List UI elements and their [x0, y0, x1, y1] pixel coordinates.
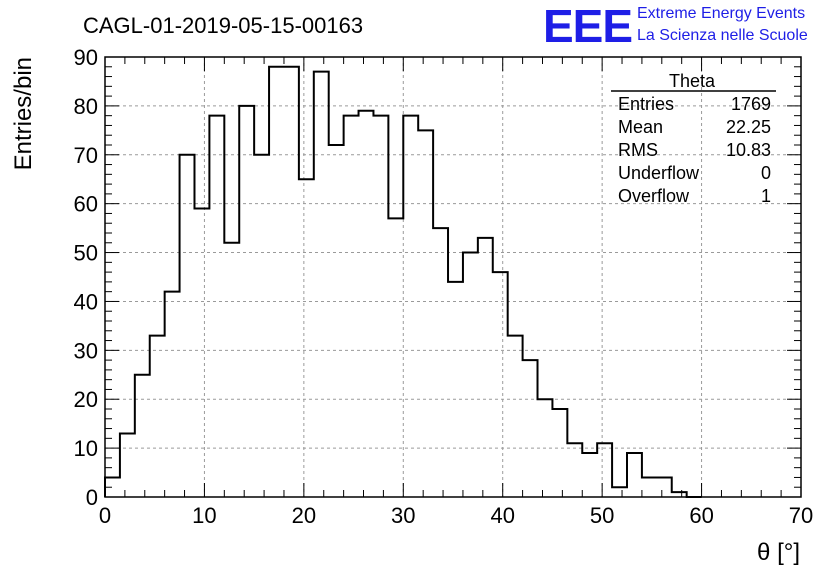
y-tick-label: 60	[74, 192, 98, 217]
x-axis-title: θ [°]	[757, 539, 800, 566]
stats-label-underflow: Underflow	[618, 163, 700, 183]
plot-frame	[104, 56, 802, 498]
stats-rows: Entries 1769 Mean 22.25 RMS 10.83 Underflow 0 Ov…	[618, 94, 771, 206]
y-tick-label: 50	[74, 241, 98, 266]
y-axis-title: Entries/bin	[10, 57, 37, 170]
logo-line-1: Extreme Energy Events	[637, 5, 805, 22]
stats-box: Theta Entries 1769 Mean 22.25 RMS 10.83 Underf…	[611, 71, 776, 206]
stats-label-mean: Mean	[618, 117, 663, 137]
y-tick-label: 80	[74, 94, 98, 119]
stats-label-overflow: Overflow	[618, 186, 690, 206]
stats-value-underflow: 0	[761, 163, 771, 183]
stats-box-name: Theta	[669, 71, 716, 91]
logo-mark: EEE	[543, 0, 632, 52]
y-tick-label: 70	[74, 143, 98, 168]
x-tick-label: 40	[490, 503, 514, 528]
x-tick-label: 60	[689, 503, 713, 528]
x-tick-label: 20	[292, 503, 316, 528]
stats-label-entries: Entries	[618, 94, 674, 114]
stats-value-overflow: 1	[761, 186, 771, 206]
stats-value-entries: 1769	[731, 94, 771, 114]
y-tick-label: 10	[74, 436, 98, 461]
stats-value-rms: 10.83	[726, 140, 771, 160]
logo-line-2: La Scienza nelle Scuole	[637, 27, 808, 44]
y-tick-label: 90	[74, 45, 98, 70]
stats-value-mean: 22.25	[726, 117, 771, 137]
y-tick-label: 30	[74, 338, 98, 363]
histogram-bars	[104, 65, 702, 498]
axis-ticks	[104, 56, 802, 498]
y-tick-label: 20	[74, 387, 98, 412]
x-tick-label: 70	[789, 503, 813, 528]
y-tick-label: 0	[86, 485, 98, 510]
eee-logo: EEE Extreme Energy Events La Scienza nel…	[543, 0, 808, 52]
y-tick-labels: 0 10 20 30 40 50 60 70 80 90	[74, 45, 98, 510]
x-tick-label: 50	[590, 503, 614, 528]
x-tick-label: 30	[391, 503, 415, 528]
histogram-outline	[104, 65, 702, 498]
run-title: CAGL-01-2019-05-15-00163	[83, 13, 363, 38]
stats-label-rms: RMS	[618, 140, 658, 160]
x-tick-label: 10	[192, 503, 216, 528]
grid-lines	[105, 56, 801, 497]
x-tick-labels: 0 10 20 30 40 50 60 70	[99, 503, 813, 528]
x-tick-label: 0	[99, 503, 111, 528]
y-tick-label: 40	[74, 289, 98, 314]
